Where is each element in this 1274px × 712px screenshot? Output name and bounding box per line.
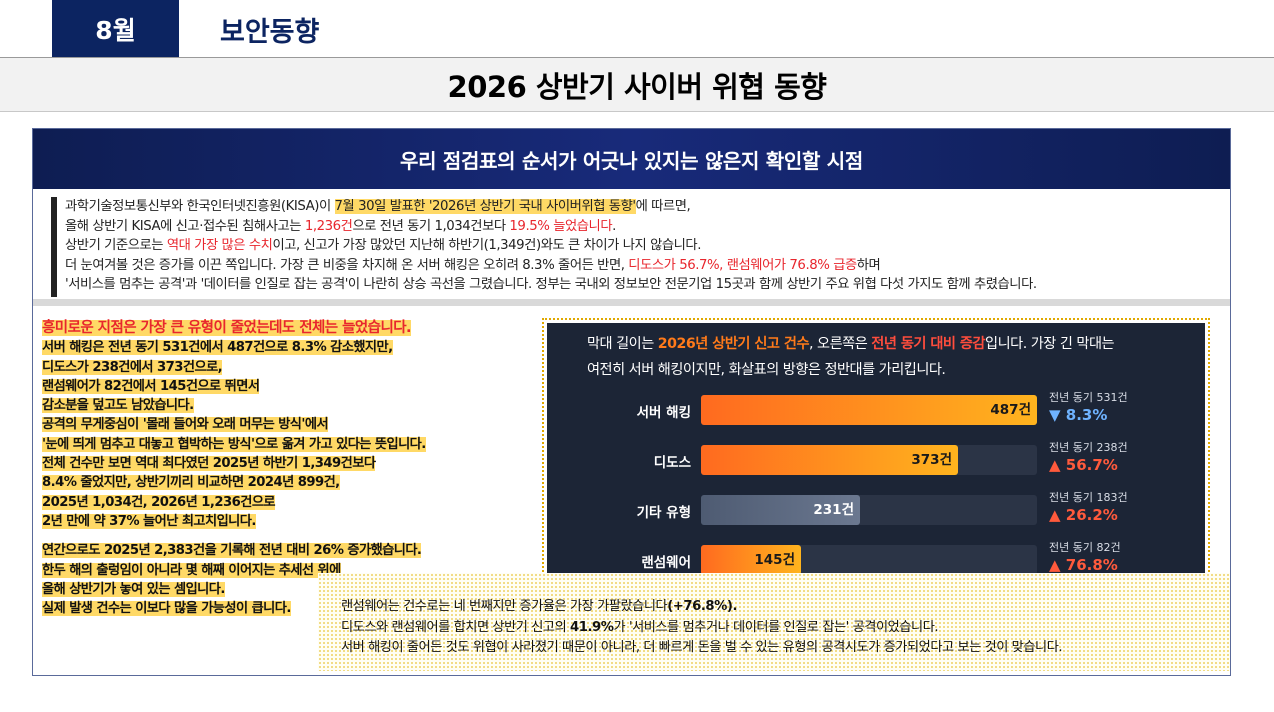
page-title: 2026 상반기 사이버 위협 동향 (447, 69, 827, 104)
bar-chart: 막대 길이는 2026년 상반기 신고 건수, 오른쪽은 전년 동기 대비 증감… (547, 323, 1205, 583)
chart-bar-value: 145건 (754, 552, 795, 568)
chart-category-label: 기타 유형 (636, 505, 691, 521)
analysis-line: '눈에 띄게 멈추고 대놓고 협박하는 방식'으로 옮겨 가고 있다는 뜻입니다… (42, 436, 426, 452)
month-badge: 8월 (52, 0, 179, 57)
analysis-line: 실제 발생 건수는 이보다 많을 가능성이 큽니다. (42, 601, 291, 617)
section-label: 보안동향 (220, 17, 320, 48)
intro-line-2: 올해 상반기 KISA에 신고·접수된 침해사고는 1,236건으로 전년 동기… (65, 218, 616, 234)
top-rule (0, 57, 1274, 58)
analysis-line: 감소분을 덮고도 남았습니다. (42, 398, 194, 414)
chart-bar: 487건 (701, 395, 1037, 425)
chart-frame: 막대 길이는 2026년 상반기 신고 건수, 오른쪽은 전년 동기 대비 증감… (542, 318, 1210, 588)
intro-highlight: 7월 30일 발표한 '2026년 상반기 국내 사이버위협 동향' (334, 199, 636, 214)
title-bar: 2026 상반기 사이버 위협 동향 (0, 58, 1274, 112)
chart-prev-label: 전년 동기 82건 (1049, 541, 1121, 554)
note-line-2: 디도스와 랜섬웨어를 합치면 상반기 신고의 41.9%가 '서비스를 멈추거나… (341, 619, 939, 635)
analysis-line: 디도스가 238건에서 373건으로, (42, 359, 223, 375)
content-panel: 우리 점검표의 순서가 어긋나 있지는 않은지 확인할 시점 과학기술정보통신부… (32, 128, 1231, 676)
note-line-1: 랜섬웨어는 건수로는 네 번째지만 증가율은 가장 가팔랐습니다(+76.8%)… (341, 599, 738, 614)
analysis-line: 서버 해킹은 전년 동기 531건에서 487건으로 8.3% 감소했지만, (42, 340, 393, 356)
intro-line-1: 과학기술정보통신부와 한국인터넷진흥원(KISA)이 7월 30일 발표한 '2… (65, 199, 691, 214)
analysis-line: 2년 만에 약 37% 늘어난 최고치입니다. (42, 513, 256, 529)
chart-category-label: 디도스 (653, 455, 691, 471)
analysis-line: 8.4% 줄었지만, 상반기끼리 비교하면 2024년 899건, (42, 475, 340, 491)
analysis-line: 공격의 무게중심이 '몰래 들어와 오래 머무는 방식'에서 (42, 417, 329, 433)
analysis-line: 올해 상반기가 놓여 있는 셈입니다. (42, 581, 225, 597)
panel-header: 우리 점검표의 순서가 어긋나 있지는 않은지 확인할 시점 (33, 129, 1230, 189)
chart-change-label: ▲ 76.8% (1049, 556, 1118, 574)
section-divider (33, 299, 1230, 306)
panel-title: 우리 점검표의 순서가 어긋나 있지는 않은지 확인할 시점 (400, 148, 863, 173)
chart-bar: 231건 (701, 495, 860, 525)
intro-line-5: '서비스를 멈추는 공격'과 '데이터를 인질로 잡는 공격'이 나란히 상승 … (65, 277, 1037, 293)
analysis-line: 2025년 1,034건, 2026년 1,236건으로 (42, 494, 276, 510)
chart-category-label: 랜섬웨어 (641, 555, 691, 571)
chart-category-label: 서버 해킹 (636, 405, 691, 421)
chart-change-label: ▼ 8.3% (1049, 406, 1108, 424)
chart-change-label: ▲ 56.7% (1049, 456, 1118, 474)
chart-bar-value: 487건 (990, 402, 1031, 418)
chart-prev-label: 전년 동기 531건 (1049, 391, 1128, 404)
chart-prev-label: 전년 동기 183건 (1049, 491, 1128, 504)
chart-bar: 145건 (701, 545, 801, 575)
intro-line-3: 상반기 기준으로는 역대 가장 많은 수치이고, 신고가 가장 많았던 지난해 … (65, 238, 701, 254)
intro-block: 과학기술정보통신부와 한국인터넷진흥원(KISA)이 7월 30일 발표한 '2… (51, 197, 1211, 297)
chart-change-label: ▲ 26.2% (1049, 506, 1118, 524)
chart-bar-value: 231건 (813, 502, 854, 518)
analysis-line: 흥미로운 지점은 가장 큰 유형이 줄었는데도 전체는 늘었습니다. (42, 320, 412, 336)
chart-bar: 373건 (701, 445, 958, 475)
analysis-line: 한두 해의 출렁임이 아니라 몇 해째 이어지는 추세선 위에 (42, 562, 341, 578)
chart-prev-label: 전년 동기 238건 (1049, 441, 1128, 454)
analysis-text: 흥미로운 지점은 가장 큰 유형이 줄었는데도 전체는 늘었습니다. 서버 해킹… (42, 319, 522, 618)
intro-line-4: 더 눈여겨볼 것은 증가를 이끈 쪽입니다. 가장 큰 비중을 차지해 온 서버… (65, 257, 881, 273)
analysis-line: 전체 건수만 보면 역대 최다였던 2025년 하반기 1,349건보다 (42, 456, 376, 472)
chart-description: 막대 길이는 2026년 상반기 신고 건수, 오른쪽은 전년 동기 대비 증감… (587, 336, 1115, 378)
note-line-3: 서버 해킹이 줄어든 것도 위협이 사라졌기 때문이 아니라, 더 빠르게 돈을… (341, 640, 1063, 655)
analysis-line: 랜섬웨어가 82건에서 145건으로 뛰면서 (42, 378, 260, 394)
analysis-line: 연간으로도 2025년 2,383건을 기록해 전년 대비 26% 증가했습니다… (42, 543, 422, 559)
bottom-note: 랜섬웨어는 건수로는 네 번째지만 증가율은 가장 가팔랐습니다(+76.8%)… (318, 573, 1230, 671)
month-label: 8월 (95, 15, 136, 45)
chart-bar-value: 373건 (911, 452, 952, 468)
